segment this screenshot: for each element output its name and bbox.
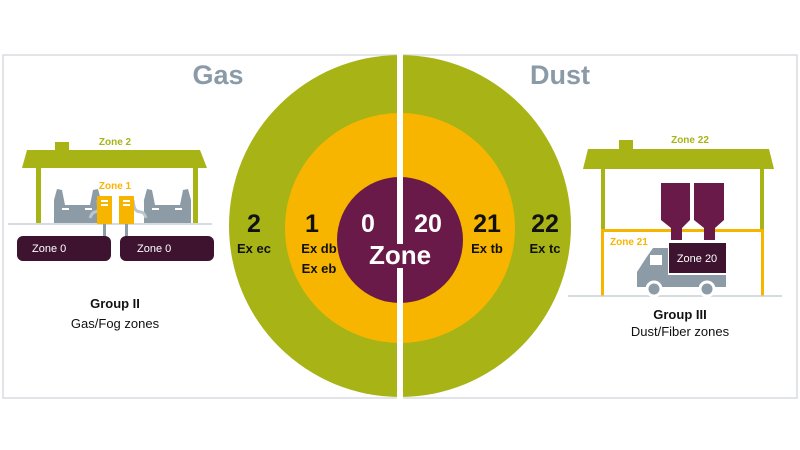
- protection-label: Ex db: [301, 241, 336, 256]
- chimney: [55, 142, 69, 151]
- zone-21-boundary: [601, 229, 764, 232]
- fuel-pump-icon: [97, 196, 112, 224]
- canopy-pillar: [193, 168, 198, 223]
- chimney: [619, 140, 633, 149]
- protection-label: Ex tc: [529, 241, 560, 256]
- zone-number: 21: [473, 210, 501, 238]
- fuel-station-illustration: Zone 2 Zone 1 Zone 0 Zone 0: [8, 137, 214, 261]
- zone-0-tank: [120, 236, 214, 261]
- canopy-roof: [22, 150, 207, 168]
- zone-number: 1: [305, 210, 319, 238]
- zone-20-container: [669, 243, 726, 273]
- group-ii-label: Group II: [90, 296, 140, 311]
- dust-silo-illustration: Zone 22 Zone 21 Zone 20: [568, 135, 782, 298]
- zone-20-label: Zone 20: [677, 253, 717, 265]
- zone-number: 20: [414, 210, 442, 238]
- dust-title: Dust: [530, 60, 590, 90]
- zone-1-label: Zone 1: [99, 181, 132, 192]
- gas-title: Gas: [192, 60, 243, 90]
- zone-0-label: Zone 0: [32, 243, 66, 255]
- canopy-roof: [583, 149, 774, 169]
- truck-icon: [637, 248, 726, 298]
- zone-center-label: Zone: [369, 240, 431, 270]
- silo-icon: [661, 183, 690, 240]
- zone-2-label: Zone 2: [99, 137, 132, 148]
- car-icon: [54, 189, 101, 223]
- zone-number: 0: [361, 210, 375, 238]
- car-icon: [144, 189, 191, 223]
- zone-0-label: Zone 0: [137, 243, 171, 255]
- zone-22-label: Zone 22: [671, 135, 709, 146]
- canopy-pillar: [760, 169, 764, 231]
- canopy-pillar: [36, 168, 41, 223]
- zone-number: 22: [531, 210, 559, 238]
- protection-label: Ex eb: [302, 261, 337, 276]
- zone-number: 2: [247, 210, 261, 238]
- group-iii-label: Group III: [653, 307, 706, 322]
- zone-0-tank: [17, 236, 111, 261]
- zone-21-label: Zone 21: [610, 237, 648, 248]
- dust-zones-description: Dust/Fiber zones: [631, 324, 730, 339]
- protection-label: Ex tb: [471, 241, 503, 256]
- protection-label: Ex ec: [237, 241, 271, 256]
- canopy-pillar: [601, 169, 605, 231]
- gas-dust-divider: [397, 50, 403, 410]
- zone-label-backing: [370, 244, 430, 268]
- gas-zones-description: Gas/Fog zones: [71, 316, 160, 331]
- fuel-pump-icon: [119, 196, 134, 224]
- silo-icon: [694, 183, 724, 240]
